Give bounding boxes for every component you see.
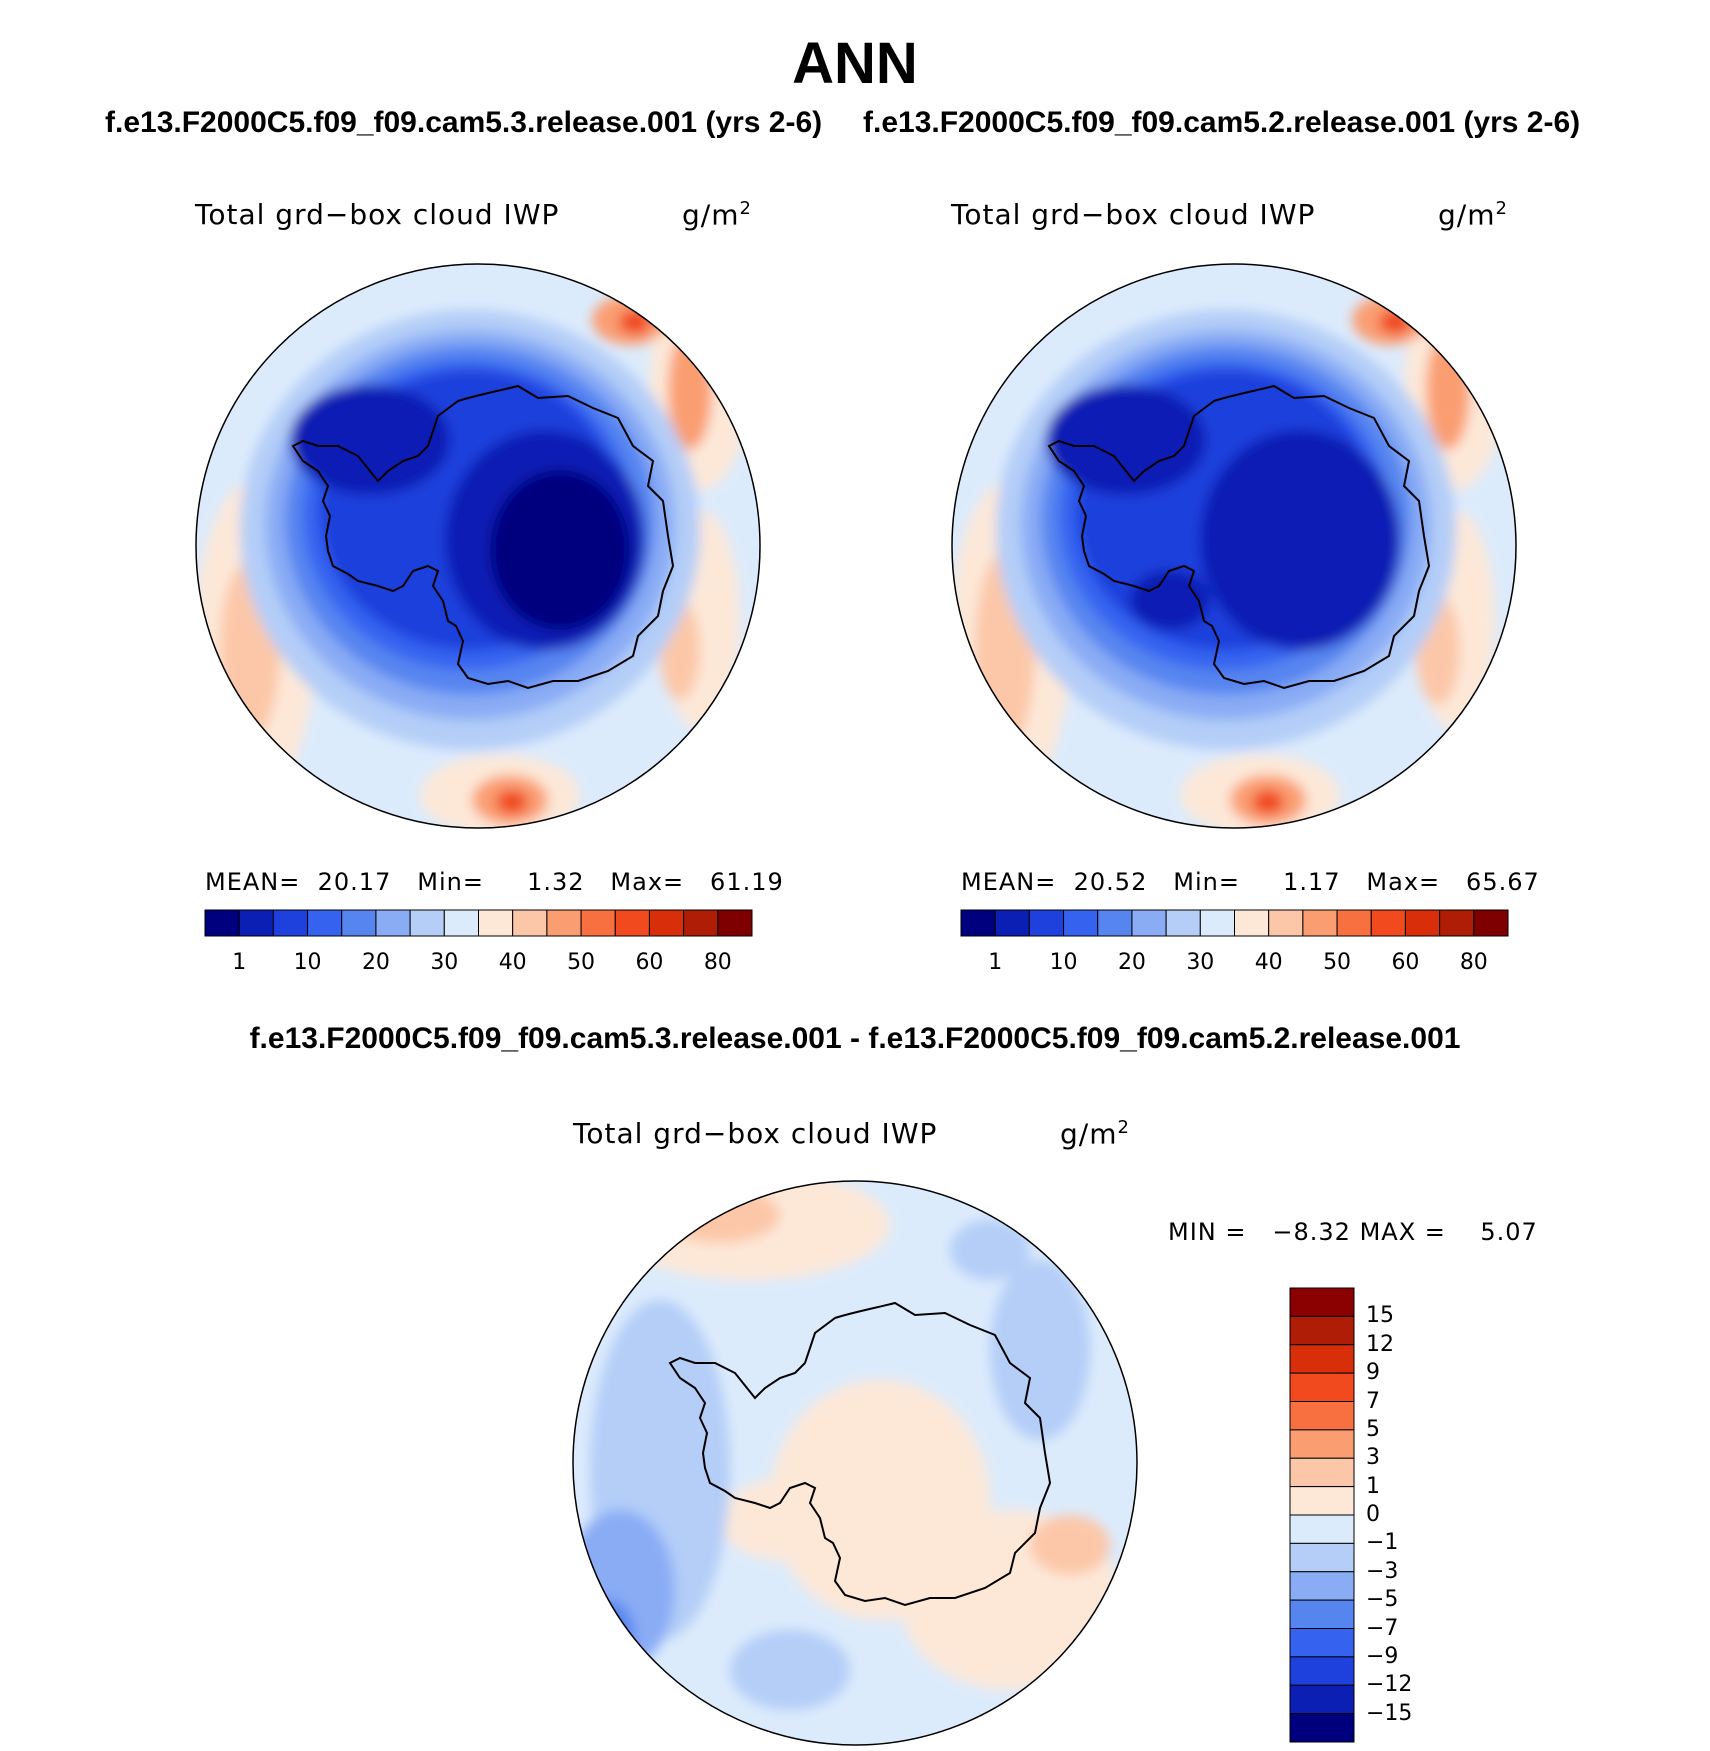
colorbar-tick-label: 1	[1366, 1473, 1380, 1499]
colorbar-swatch	[478, 909, 514, 937]
colorbar-tick-label: 20	[361, 950, 390, 975]
panel3-colorbar	[1289, 1287, 1355, 1743]
colorbar-swatch	[1370, 909, 1406, 937]
colorbar-swatch	[994, 909, 1030, 937]
panel2-stats: MEAN= 20.52 Min= 1.17 Max= 65.67	[961, 868, 1540, 896]
colorbar-tick-label: 1	[988, 950, 1003, 975]
colorbar-swatch	[960, 909, 996, 937]
colorbar-swatch	[512, 909, 548, 937]
colorbar-tick-label: 50	[1323, 950, 1352, 975]
colorbar-tick-label: −3	[1366, 1558, 1399, 1584]
colorbar-swatch	[580, 909, 616, 937]
colorbar-swatch	[1289, 1315, 1355, 1346]
colorbar-tick-label: −1	[1366, 1530, 1399, 1556]
colorbar-swatch	[546, 909, 582, 937]
colorbar-swatch	[1063, 909, 1099, 937]
colorbar-tick-label: 20	[1117, 950, 1146, 975]
colorbar-swatch	[1234, 909, 1270, 937]
colorbar-tick-label: 5	[1366, 1416, 1380, 1442]
colorbar-tick-label: 80	[703, 950, 732, 975]
colorbar-swatch	[1289, 1628, 1355, 1658]
colorbar-swatch	[272, 909, 309, 937]
colorbar-swatch	[1028, 909, 1065, 937]
colorbar-tick-label: 7	[1366, 1388, 1380, 1414]
panel3-map	[572, 1180, 1138, 1746]
colorbar-tick-label: 30	[1186, 950, 1215, 975]
colorbar-swatch	[1289, 1486, 1355, 1516]
colorbar-swatch	[1289, 1684, 1355, 1715]
colorbar-swatch	[683, 909, 719, 937]
colorbar-tick-label: 10	[293, 950, 322, 975]
panel1-units: g/m2	[682, 198, 752, 232]
colorbar-swatch	[1473, 909, 1509, 937]
panel2-units: g/m2	[1438, 198, 1508, 232]
panel3-variable: Total grd−box cloud IWP	[573, 1117, 938, 1150]
colorbar-swatch	[375, 909, 411, 937]
colorbar-swatch	[1097, 909, 1133, 937]
colorbar-swatch	[648, 909, 685, 937]
colorbar-swatch	[1289, 1713, 1355, 1743]
panel3-units: g/m2	[1060, 1117, 1130, 1151]
colorbar-tick-label: 0	[1366, 1502, 1380, 1527]
colorbar-swatch	[1289, 1514, 1355, 1544]
colorbar-tick-label: 60	[635, 950, 664, 975]
colorbar-swatch	[1289, 1429, 1355, 1459]
colorbar-tick-label: 50	[567, 950, 596, 975]
colorbar-swatch	[204, 909, 240, 937]
colorbar-swatch	[1302, 909, 1338, 937]
colorbar-swatch	[1439, 909, 1475, 937]
colorbar-swatch	[1289, 1344, 1355, 1374]
colorbar-tick-label: −5	[1366, 1587, 1399, 1613]
case-right-title: f.e13.F2000C5.f09_f09.cam5.2.release.001…	[863, 106, 1581, 139]
colorbar-swatch	[443, 909, 479, 937]
colorbar-swatch	[717, 909, 753, 937]
page-title: ANN	[792, 31, 918, 96]
colorbar-swatch	[409, 909, 445, 937]
colorbar-swatch	[1289, 1457, 1355, 1488]
colorbar-swatch	[1131, 909, 1167, 937]
diff-title: f.e13.F2000C5.f09_f09.cam5.3.release.001…	[249, 1022, 1461, 1055]
colorbar-tick-label: −7	[1366, 1615, 1399, 1641]
colorbar-swatch	[1289, 1599, 1355, 1629]
panel3-stats: MIN = −8.32 MAX = 5.07	[1168, 1218, 1538, 1246]
colorbar-tick-label: 9	[1366, 1360, 1380, 1386]
colorbar-swatch	[1289, 1656, 1355, 1686]
colorbar-tick-label: −9	[1366, 1643, 1399, 1669]
colorbar-swatch	[1404, 909, 1441, 937]
colorbar-tick-label: −15	[1366, 1700, 1413, 1726]
colorbar-swatch	[1165, 909, 1201, 937]
colorbar-tick-label: 80	[1459, 950, 1488, 975]
colorbar-swatch	[238, 909, 274, 937]
colorbar-swatch	[1336, 909, 1372, 937]
colorbar-swatch	[1199, 909, 1235, 937]
colorbar-tick-label: 10	[1049, 950, 1078, 975]
colorbar-tick-label: 40	[1254, 950, 1283, 975]
colorbar-tick-label: 12	[1366, 1331, 1394, 1357]
colorbar-swatch	[614, 909, 650, 937]
colorbar-tick-label: 15	[1366, 1303, 1394, 1329]
colorbar-swatch	[1289, 1401, 1355, 1431]
panel1-stats: MEAN= 20.17 Min= 1.32 Max= 61.19	[205, 868, 784, 896]
panel2-colorbar	[960, 909, 1509, 937]
colorbar-tick-label: 1	[232, 950, 247, 975]
colorbar-swatch	[1289, 1542, 1355, 1573]
colorbar-swatch	[1289, 1571, 1355, 1601]
colorbar-tick-label: 30	[430, 950, 459, 975]
panel2-variable: Total grd−box cloud IWP	[951, 198, 1316, 231]
panel2-map	[951, 263, 1517, 829]
panel1-variable: Total grd−box cloud IWP	[195, 198, 560, 231]
colorbar-tick-label: 40	[498, 950, 527, 975]
colorbar-tick-label: −12	[1366, 1672, 1413, 1698]
colorbar-tick-label: 60	[1391, 950, 1420, 975]
colorbar-swatch	[1289, 1287, 1355, 1317]
colorbar-swatch	[341, 909, 377, 937]
case-left-title: f.e13.F2000C5.f09_f09.cam5.3.release.001…	[105, 106, 823, 139]
colorbar-swatch	[307, 909, 343, 937]
colorbar-swatch	[1289, 1372, 1355, 1402]
panel1-map	[195, 263, 761, 829]
colorbar-tick-label: 3	[1366, 1445, 1380, 1471]
colorbar-swatch	[1268, 909, 1304, 937]
panel1-colorbar	[204, 909, 753, 937]
